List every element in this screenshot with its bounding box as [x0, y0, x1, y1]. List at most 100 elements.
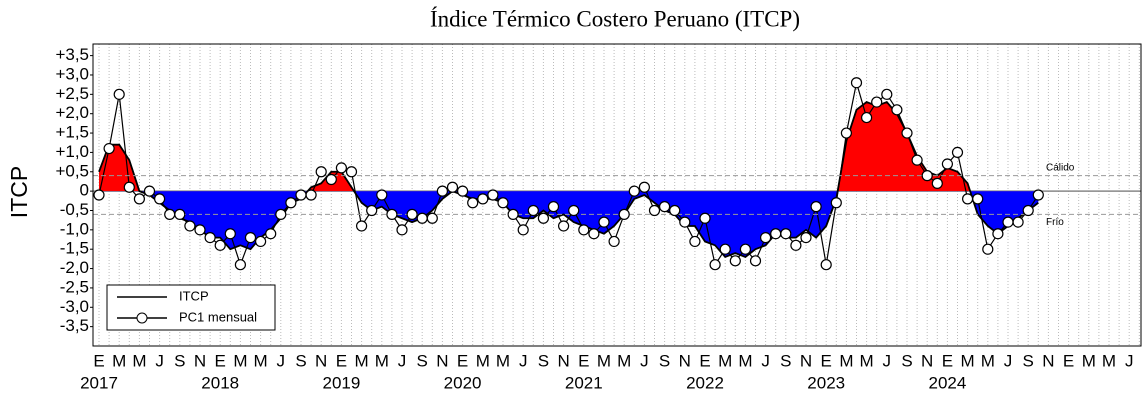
- data-point: [285, 197, 297, 209]
- x-tick-label: S: [901, 351, 912, 370]
- x-tick-label: S: [295, 351, 306, 370]
- data-point: [386, 208, 398, 220]
- data-point: [648, 204, 661, 217]
- data-point: [689, 235, 701, 248]
- data-point: [143, 185, 156, 197]
- x-tick-label: N: [436, 351, 448, 370]
- y-tick-label: -3,5: [60, 316, 89, 335]
- data-point: [537, 212, 550, 224]
- x-tick-label: E: [699, 351, 710, 370]
- x-tick-label: M: [961, 351, 975, 370]
- year-label: 2019: [322, 373, 360, 392]
- data-point: [123, 181, 135, 193]
- y-axis-label: ITCP: [6, 166, 32, 218]
- x-tick-label: J: [1004, 351, 1013, 370]
- data-point: [1012, 216, 1024, 228]
- x-tick-label: N: [557, 351, 569, 370]
- data-point: [820, 259, 832, 271]
- positive-area: [99, 102, 1039, 192]
- x-tick-label: E: [336, 351, 347, 370]
- y-tick-label: +2,5: [55, 84, 89, 103]
- data-point: [911, 154, 923, 166]
- x-tick-label: J: [155, 351, 164, 370]
- data-point: [244, 231, 257, 244]
- data-point: [547, 201, 560, 213]
- data-point: [426, 212, 438, 224]
- x-tick-label: M: [981, 351, 995, 370]
- data-point: [396, 224, 408, 236]
- data-point: [578, 224, 590, 236]
- data-point: [658, 201, 671, 213]
- x-tick-label: M: [860, 351, 874, 370]
- data-point: [780, 228, 792, 240]
- plot-frame: [92, 43, 1142, 347]
- data-point: [497, 197, 509, 209]
- x-tick-label: M: [132, 351, 146, 370]
- x-tick-label: M: [718, 351, 732, 370]
- data-point: [467, 197, 479, 209]
- x-tick-label: S: [417, 351, 428, 370]
- x-tick-label: M: [1102, 351, 1116, 370]
- x-tick-label: E: [457, 351, 468, 370]
- data-point: [103, 142, 115, 155]
- data-point: [749, 255, 762, 267]
- data-point: [164, 208, 176, 220]
- data-point: [638, 181, 651, 193]
- data-point: [527, 204, 539, 217]
- data-point: [194, 224, 206, 236]
- data-point: [628, 185, 640, 197]
- data-point: [356, 220, 368, 232]
- y-tick-label: +0,5: [55, 161, 89, 180]
- data-point: [325, 173, 337, 186]
- x-tick-label: J: [1125, 351, 1134, 370]
- data-point: [770, 228, 782, 240]
- x-tick-label: J: [761, 351, 770, 370]
- data-point: [184, 220, 196, 232]
- x-tick-label: J: [640, 351, 649, 370]
- year-label: 2024: [928, 373, 966, 392]
- x-tick-label: M: [476, 351, 490, 370]
- data-point: [982, 243, 994, 255]
- data-point: [850, 77, 863, 89]
- year-label: 2023: [807, 373, 845, 392]
- data-point: [477, 193, 489, 205]
- data-point: [406, 208, 418, 220]
- data-point: [941, 158, 954, 170]
- y-tick-label: -1,5: [60, 239, 89, 258]
- x-tick-label: M: [233, 351, 247, 370]
- data-point: [881, 88, 893, 100]
- x-tick-label: N: [194, 351, 206, 370]
- y-tick-label: 0: [80, 181, 89, 200]
- x-tick-label: M: [1082, 351, 1096, 370]
- data-point: [315, 166, 327, 178]
- x-tick-label: M: [738, 351, 752, 370]
- data-point: [224, 228, 236, 240]
- data-point: [234, 259, 246, 271]
- data-point: [709, 259, 721, 271]
- data-point: [618, 208, 630, 220]
- x-tick-label: E: [821, 351, 832, 370]
- data-point: [598, 216, 610, 228]
- x-tick-label: S: [780, 351, 791, 370]
- x-tick-label: N: [921, 351, 933, 370]
- data-point: [800, 231, 812, 244]
- data-point: [759, 231, 772, 244]
- x-tick-label: M: [375, 351, 389, 370]
- x-tick-label: M: [617, 351, 631, 370]
- data-point: [446, 181, 459, 193]
- data-point: [951, 146, 964, 159]
- x-tick-label: S: [659, 351, 670, 370]
- data-point: [961, 193, 974, 205]
- data-point: [366, 204, 378, 217]
- y-tick-label: +1,5: [55, 123, 89, 142]
- x-tick-label: N: [679, 351, 691, 370]
- data-point: [204, 231, 216, 244]
- data-point: [305, 189, 317, 201]
- data-point: [921, 170, 933, 182]
- data-point: [457, 185, 469, 197]
- x-tick-label: J: [277, 351, 286, 370]
- x-tick-label: E: [215, 351, 226, 370]
- x-tick-label: N: [315, 351, 327, 370]
- data-point: [265, 228, 277, 240]
